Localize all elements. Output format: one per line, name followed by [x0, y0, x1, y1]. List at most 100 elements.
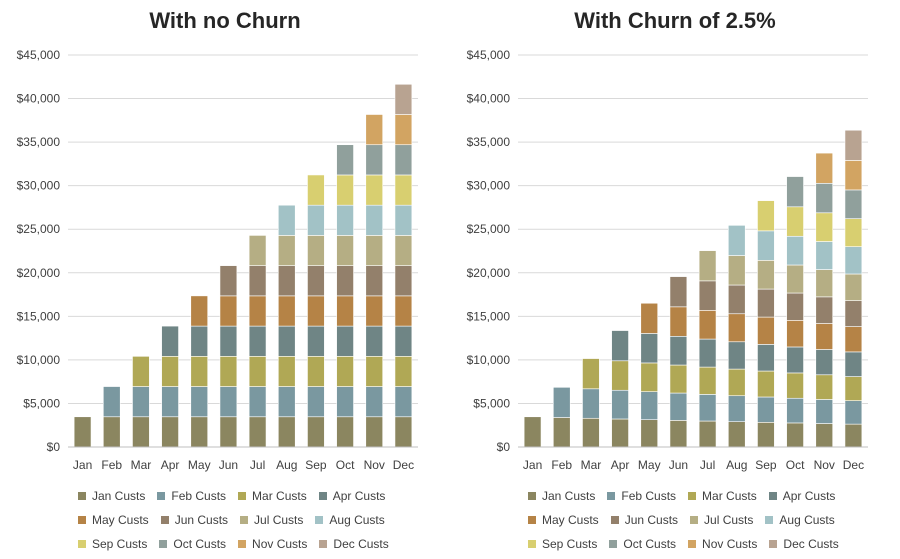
x-tick-label: Nov	[814, 458, 835, 472]
bar-segment-feb-custs	[582, 388, 600, 419]
legend-swatch	[769, 540, 778, 548]
legend-item: Jul Custs	[690, 513, 753, 527]
bar-segment-dec-custs	[844, 129, 863, 161]
legend-label: Mar Custs	[702, 489, 757, 503]
y-tick-label: $15,000	[467, 309, 511, 323]
bar-segment-feb-custs	[365, 386, 384, 418]
y-tick-label: $30,000	[17, 179, 61, 193]
bar-segment-oct-custs	[365, 144, 384, 176]
bar-segment-jun-custs	[277, 265, 296, 297]
y-tick-label: $40,000	[467, 92, 511, 106]
legend-label: Apr Custs	[332, 489, 386, 503]
x-tick-label: Jul	[700, 458, 715, 472]
y-tick-label: $45,000	[467, 48, 511, 62]
bar-segment-mar-custs	[219, 356, 238, 387]
bar-segment-feb-custs	[219, 386, 238, 418]
y-tick-label: $20,000	[17, 266, 61, 280]
bar-segment-may-custs	[277, 295, 296, 327]
bar-segment-mar-custs	[757, 370, 775, 398]
bar-segment-may-custs	[786, 320, 804, 348]
bar-segment-may-custs	[365, 295, 384, 327]
x-tick-label: Oct	[336, 458, 355, 472]
legend-label: Feb Custs	[171, 489, 227, 503]
bar-segment-jun-custs	[669, 276, 688, 308]
y-tick-label: $35,000	[467, 135, 511, 149]
bar-segment-sep-custs	[307, 174, 325, 206]
bar-segment-aug-custs	[307, 204, 325, 236]
bar-segment-apr-custs	[190, 325, 209, 357]
bar-segment-feb-custs	[757, 396, 775, 423]
legend-swatch	[315, 516, 324, 524]
bar-segment-jun-custs	[727, 284, 746, 315]
legend-row: Sep Custs Oct Custs Nov Custs Dec Custs	[78, 532, 450, 556]
bar-segment-mar-custs	[727, 368, 746, 397]
legend-swatch	[688, 540, 697, 548]
bar-segment-aug-custs	[336, 204, 354, 236]
bar-segment-sep-custs	[815, 212, 834, 242]
bar-segment-jul-custs	[277, 235, 296, 266]
bar-segment-may-custs	[669, 306, 688, 337]
bar-segment-mar-custs	[640, 362, 659, 392]
bar-segment-apr-custs	[161, 325, 179, 357]
legend-item: Oct Custs	[609, 537, 676, 551]
bar-segment-apr-custs	[727, 341, 746, 370]
legend-label: Sep Custs	[542, 537, 598, 551]
x-tick-label: Apr	[611, 458, 630, 472]
bar-segment-apr-custs	[815, 349, 834, 376]
bar-segment-jul-custs	[786, 264, 804, 294]
chart-panel-churn: With Churn of 2.5% $0 $5,000 $10,000 $15,00…	[450, 0, 900, 559]
legend-item: Feb Custs	[157, 489, 226, 503]
bar-segment-jul-custs	[727, 255, 746, 286]
x-tick-label: Jul	[250, 458, 265, 472]
bar-segment-mar-custs	[132, 356, 150, 387]
legend-item: Apr Custs	[768, 489, 836, 503]
legend-item: Mar Custs	[238, 489, 307, 503]
bar-segment-feb-custs	[698, 394, 717, 422]
bar-segment-jan-custs	[190, 416, 209, 448]
bar-segment-dec-custs	[394, 83, 413, 115]
chart-plot-area: $0 $5,000 $10,000 $15,000 $20,000 $25,000 $30,…	[467, 48, 868, 472]
legend-swatch	[160, 516, 169, 524]
legend-row: May Custs Jun Custs Jul Custs Aug Custs	[78, 508, 450, 532]
bar-segment-may-custs	[394, 295, 413, 327]
legend-label: Apr Custs	[782, 489, 836, 503]
legend-swatch	[610, 516, 619, 524]
bar-segment-jan-custs	[394, 416, 413, 448]
x-tick-label: Sep	[305, 458, 327, 472]
bar-segment-sep-custs	[365, 174, 384, 206]
bar-segment-aug-custs	[815, 241, 834, 270]
bar-segment-mar-custs	[307, 356, 325, 387]
x-tick-label: Feb	[551, 458, 572, 472]
legend-swatch	[157, 492, 166, 500]
bar-segment-jan-custs	[582, 417, 600, 448]
bar-segment-sep-custs	[786, 206, 804, 237]
legend-label: Nov Custs	[702, 537, 758, 551]
y-tick-label: $25,000	[467, 222, 511, 236]
y-tick-label: $30,000	[467, 179, 511, 193]
bar-segment-aug-custs	[757, 230, 775, 261]
bar-segment-mar-custs	[336, 356, 354, 387]
bar-segment-jul-custs	[757, 260, 775, 290]
bar-segment-jan-custs	[844, 423, 863, 448]
bar-segment-jun-custs	[757, 288, 775, 318]
bar-segment-nov-custs	[844, 160, 863, 191]
bar-segment-apr-custs	[611, 330, 629, 362]
legend-item: Jul Custs	[240, 513, 303, 527]
bar-segment-oct-custs	[844, 189, 863, 219]
legend-label: Jul Custs	[254, 513, 304, 527]
chart-panel-no-churn: With no Churn $0 $5,000 $10,000 $15,000 $20,…	[17, 8, 450, 556]
legend-label: Jan Custs	[92, 489, 146, 503]
legend-swatch	[78, 540, 86, 548]
y-tick-label: $10,000	[17, 353, 61, 367]
bar-segment-may-custs	[336, 295, 354, 327]
legend-row: May Custs Jun Custs Jul Custs Aug Custs	[528, 508, 900, 532]
bar-segment-apr-custs	[365, 325, 384, 357]
bar-segment-aug-custs	[394, 204, 413, 236]
bar-segment-jun-custs	[219, 265, 238, 297]
bar-segment-sep-custs	[757, 200, 775, 232]
chart-plot-area: $0 $5,000 $10,000 $15,000 $20,000 $25,000 $30,…	[17, 48, 418, 472]
bar-segment-jul-custs	[248, 235, 267, 266]
bar-segment-may-custs	[844, 326, 863, 353]
legend-label: Oct Custs	[623, 537, 677, 551]
legend-item: Mar Custs	[688, 489, 757, 503]
